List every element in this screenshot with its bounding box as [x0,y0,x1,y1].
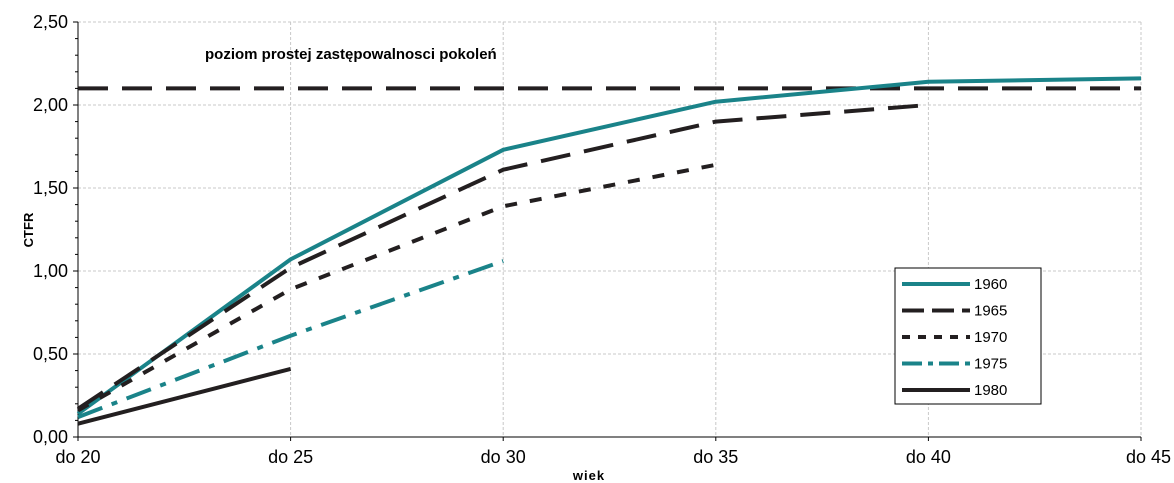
y-tick-label: 0,00 [33,427,68,447]
x-tick-label: do 25 [268,447,313,467]
series-line-1965 [76,103,929,411]
x-tick-label: do 40 [906,447,951,467]
legend-label-1960: 1960 [974,276,1007,293]
x-tick-label: do 20 [55,447,100,467]
x-axis-title: wiek [572,468,605,483]
y-axis-title: CTFR [21,212,36,247]
legend: 1960 1965 1970 1975 1980 [894,267,1042,405]
legend-label-1975: 1975 [974,356,1007,373]
y-tick-label: 2,50 [33,12,68,32]
series-line-1975 [77,259,504,419]
x-tick-label: do 35 [693,447,738,467]
y-tick-label: 0,50 [33,344,68,364]
y-tick-labels: 0,00 0,50 1,00 1,50 2,00 2,50 [33,12,68,447]
legend-label-1980: 1980 [974,382,1007,399]
axes [73,21,1142,441]
series-line-1970 [77,162,717,413]
y-tick-label: 1,00 [33,261,68,281]
y-tick-label: 2,00 [33,95,68,115]
x-tick-label: do 45 [1126,447,1171,467]
x-tick-label: do 30 [481,447,526,467]
series-lines [76,76,1142,426]
legend-label-1970: 1970 [974,329,1007,346]
x-tick-labels: do 20 do 25 do 30 do 35 do 40 do 45 [55,447,1171,467]
legend-label-1965: 1965 [974,303,1007,320]
y-tick-label: 1,50 [33,178,68,198]
gridlines [78,21,1142,437]
reference-line-label: poziom prostej zastępowalnosci pokoleń [205,46,497,63]
series-line-1960 [76,76,1142,416]
series-line-1980 [77,366,292,426]
